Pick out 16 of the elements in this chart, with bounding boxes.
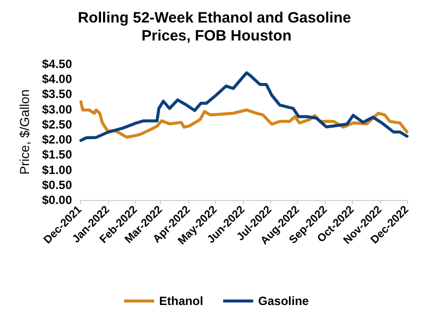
y-axis-title: Price, $/Gallon: [17, 89, 32, 175]
y-tick-label: $4.00: [42, 72, 72, 86]
y-tick-label: $0.50: [42, 178, 72, 192]
y-tick-label: $1.00: [42, 162, 72, 177]
legend-label: Gasoline: [258, 294, 310, 308]
y-tick-label: $1.50: [42, 148, 72, 162]
y-tick-label: $3.00: [42, 102, 72, 116]
y-tick-label: $0.00: [42, 193, 72, 207]
y-tick-label: $4.50: [42, 57, 72, 71]
chart-title: Rolling 52-Week Ethanol and Gasoline Prices, FOB Houston: [78, 10, 356, 44]
y-tick-label: $2.00: [42, 132, 72, 147]
line-series: [79, 100, 408, 139]
line-series: [79, 71, 408, 142]
y-tick-label: $2.50: [42, 117, 72, 132]
y-tick-label: $3.50: [42, 87, 72, 102]
legend-label: Ethanol: [159, 294, 204, 308]
